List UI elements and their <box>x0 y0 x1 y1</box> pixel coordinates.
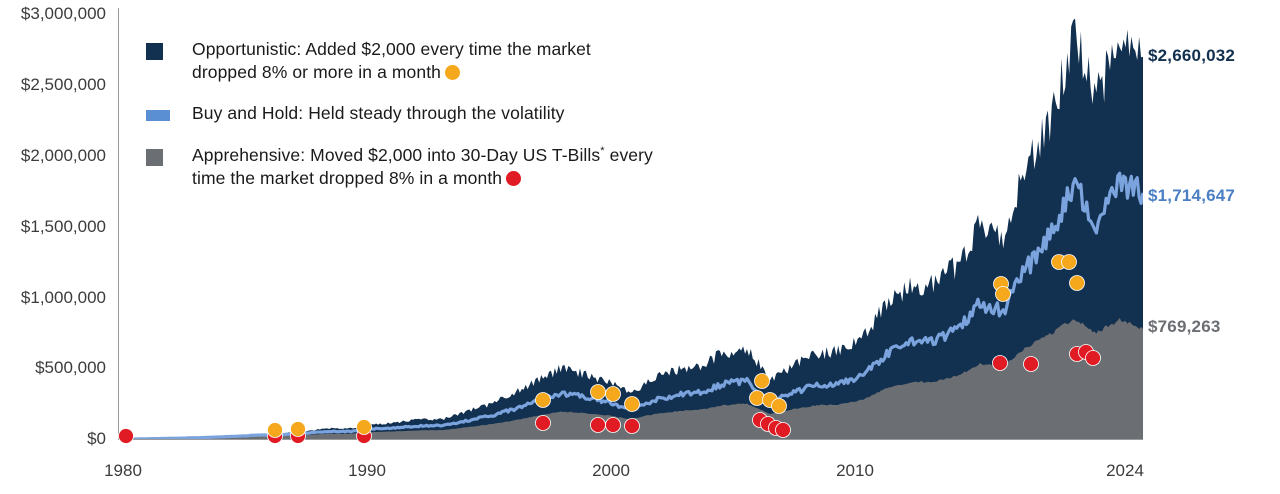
y-tick-2500000: $2,500,000 <box>20 75 106 94</box>
apprehensive-marker-dot <box>605 417 621 433</box>
y-tick-0: $0 <box>87 429 106 448</box>
legend-apprehensive-line2: time the market dropped 8% in a month <box>192 168 503 189</box>
legend-opportunistic-line2: dropped 8% or more in a month <box>192 62 442 83</box>
red-marker-key-icon <box>506 171 522 187</box>
opportunistic-marker-dot <box>749 390 765 406</box>
area-apprehensive <box>118 317 1143 440</box>
opportunistic-marker-dot <box>1061 254 1077 270</box>
apprehensive-marker-dot <box>624 418 640 434</box>
legend-item-apprehensive: Apprehensive: Moved $2,000 into 30-Day U… <box>146 144 786 191</box>
y-tick-2000000: $2,000,000 <box>20 146 106 165</box>
legend-label-opportunistic: Opportunistic: Added $2,000 every time t… <box>192 38 591 85</box>
end-value-opportunistic: $2,660,032 <box>1148 46 1236 65</box>
legend-opportunistic-line1: Opportunistic: Added $2,000 every time t… <box>192 39 591 59</box>
end-value-apprehensive: $769,263 <box>1148 317 1221 336</box>
orange-marker-key-icon <box>445 65 461 81</box>
legend-buy-and-hold-line1: Buy and Hold: Held steady through the vo… <box>192 102 565 123</box>
x-tick-2024: 2024 <box>1106 461 1144 480</box>
y-tick-1000000: $1,000,000 <box>20 288 106 307</box>
apprehensive-marker-dot <box>1023 356 1039 372</box>
legend-apprehensive-footnote-marker: * <box>600 144 605 157</box>
opportunistic-marker-dot <box>267 422 283 438</box>
legend-item-opportunistic: Opportunistic: Added $2,000 every time t… <box>146 38 786 85</box>
legend-label-apprehensive: Apprehensive: Moved $2,000 into 30-Day U… <box>192 144 653 191</box>
legend-label-buy-and-hold: Buy and Hold: Held steady through the vo… <box>192 102 565 125</box>
apprehensive-marker-dot <box>775 422 791 438</box>
chart-legend: Opportunistic: Added $2,000 every time t… <box>146 38 786 207</box>
legend-swatch-apprehensive-icon <box>146 148 163 166</box>
opportunistic-marker-dot <box>624 396 640 412</box>
apprehensive-marker-dot <box>535 415 551 431</box>
apprehensive-marker-dot <box>1085 350 1101 366</box>
legend-apprehensive-line1b: every <box>604 144 653 165</box>
legend-item-buy-and-hold: Buy and Hold: Held steady through the vo… <box>146 102 786 125</box>
opportunistic-marker-dot <box>1069 275 1085 291</box>
y-tick-1500000: $1,500,000 <box>20 217 106 236</box>
opportunistic-marker-dot <box>590 384 606 400</box>
opportunistic-marker-dot <box>535 392 551 408</box>
x-tick-2000: 2000 <box>592 461 630 480</box>
x-tick-1980: 1980 <box>104 461 142 480</box>
legend-apprehensive-line1a: Apprehensive: Moved $2,000 into 30-Day U… <box>192 144 601 165</box>
opportunistic-marker-dot <box>754 373 770 389</box>
opportunistic-marker-dot <box>995 286 1011 302</box>
area-opportunistic <box>118 18 1143 440</box>
legend-swatch-buy-and-hold-icon <box>146 109 170 121</box>
apprehensive-marker-dot <box>118 428 134 444</box>
opportunistic-marker-group <box>267 254 1085 438</box>
opportunistic-marker-dot <box>771 398 787 414</box>
apprehensive-marker-dot <box>590 417 606 433</box>
end-value-buy-and-hold: $1,714,647 <box>1148 186 1236 205</box>
legend-swatch-opportunistic-icon <box>146 43 163 60</box>
y-tick-3000000: $3,000,000 <box>20 4 106 23</box>
x-tick-1990: 1990 <box>348 461 386 480</box>
x-tick-2010: 2010 <box>836 461 874 480</box>
y-tick-500000: $500,000 <box>35 358 106 377</box>
opportunistic-marker-dot <box>356 419 372 435</box>
opportunistic-marker-dot <box>290 421 306 437</box>
opportunistic-marker-dot <box>605 386 621 402</box>
apprehensive-marker-dot <box>992 355 1008 371</box>
